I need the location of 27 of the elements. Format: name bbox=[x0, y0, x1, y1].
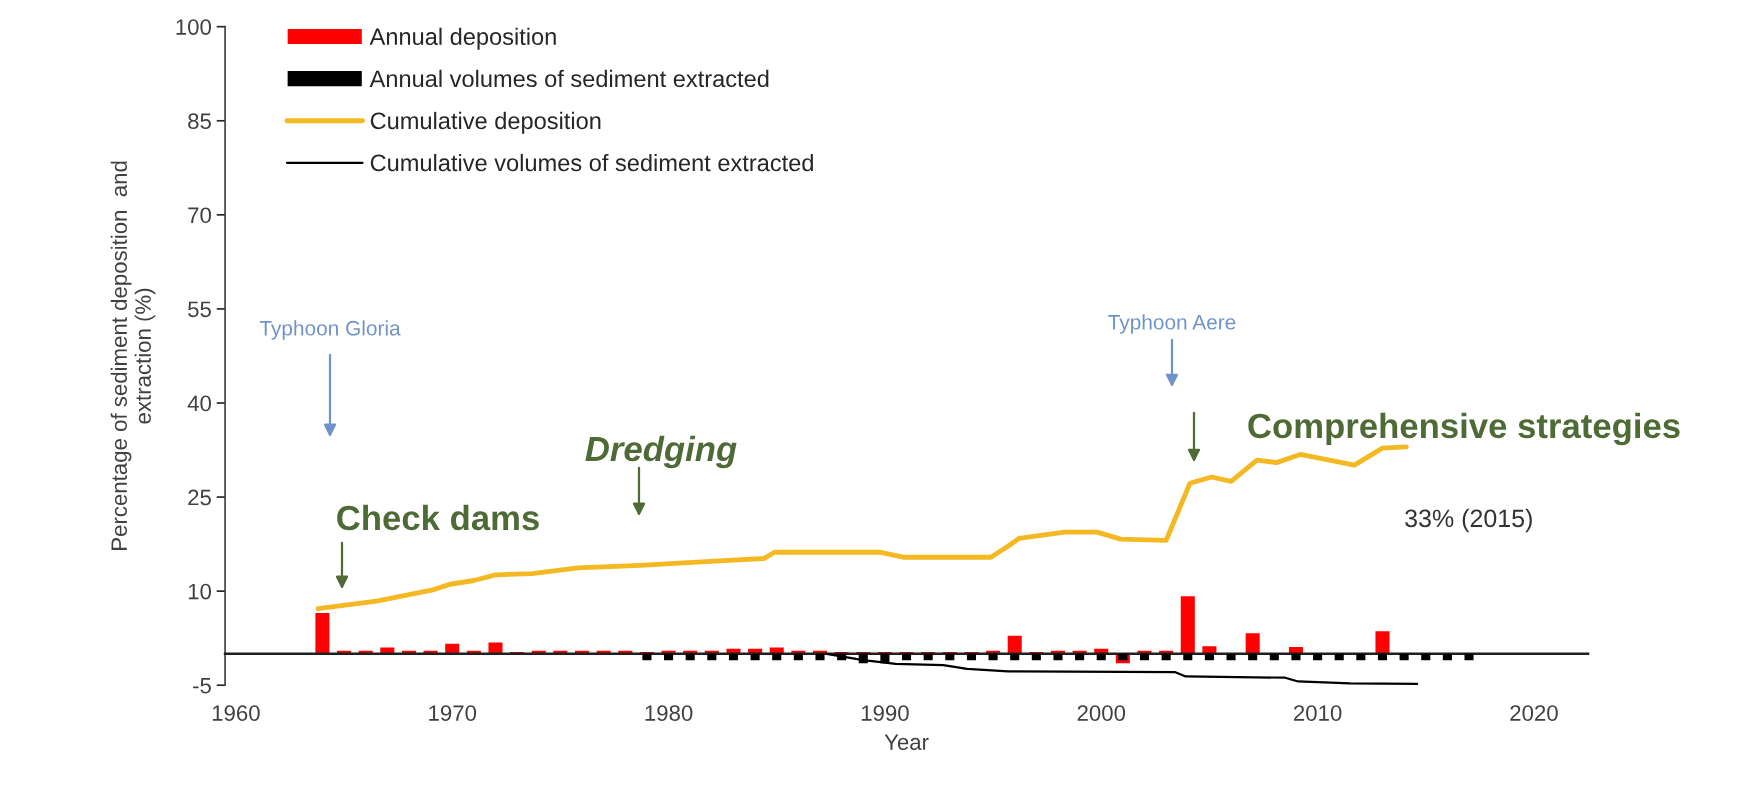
x-tick-label: 2020 bbox=[1510, 705, 1558, 721]
x-tick-label: 1990 bbox=[861, 705, 909, 721]
x-tick-label: 2000 bbox=[1077, 705, 1126, 721]
y-tick-label: 10 bbox=[188, 583, 212, 600]
y-tick-label: -5 bbox=[193, 677, 211, 694]
annotation: Check dams bbox=[337, 504, 539, 531]
legend-label: Annual volumes of sediment extracted bbox=[369, 69, 769, 88]
legend-label: Annual deposition bbox=[369, 27, 556, 50]
x-tick-label: 1960 bbox=[212, 705, 260, 721]
annotation: Dredging bbox=[585, 435, 737, 469]
y-tick-label: 55 bbox=[188, 301, 211, 318]
x-tick-label: 1980 bbox=[645, 705, 693, 721]
x-axis-title: Year bbox=[884, 734, 929, 751]
y-tick-label: 25 bbox=[188, 489, 211, 506]
x-tick-label: 1970 bbox=[429, 705, 477, 721]
legend-label: Cumulative volumes of sediment extracted bbox=[370, 153, 813, 172]
y-tick-label: 70 bbox=[188, 207, 212, 224]
annotation: Typhoon Gloria bbox=[259, 320, 401, 340]
x-tick-label: 2010 bbox=[1293, 705, 1342, 721]
annotation: Comprehensive strategies bbox=[1248, 412, 1680, 446]
y-tick-label: 85 bbox=[188, 113, 211, 130]
y-axis-title: Percentage of sediment deposition and extraction (%) bbox=[110, 161, 156, 550]
annotation: Typhoon Aere bbox=[1108, 314, 1236, 334]
y-tick-label: 100 bbox=[176, 19, 212, 35]
legend-label: Cumulative deposition bbox=[370, 111, 601, 134]
y-tick-label: 40 bbox=[187, 395, 212, 412]
annotation: 33% (2015) bbox=[1405, 508, 1532, 533]
